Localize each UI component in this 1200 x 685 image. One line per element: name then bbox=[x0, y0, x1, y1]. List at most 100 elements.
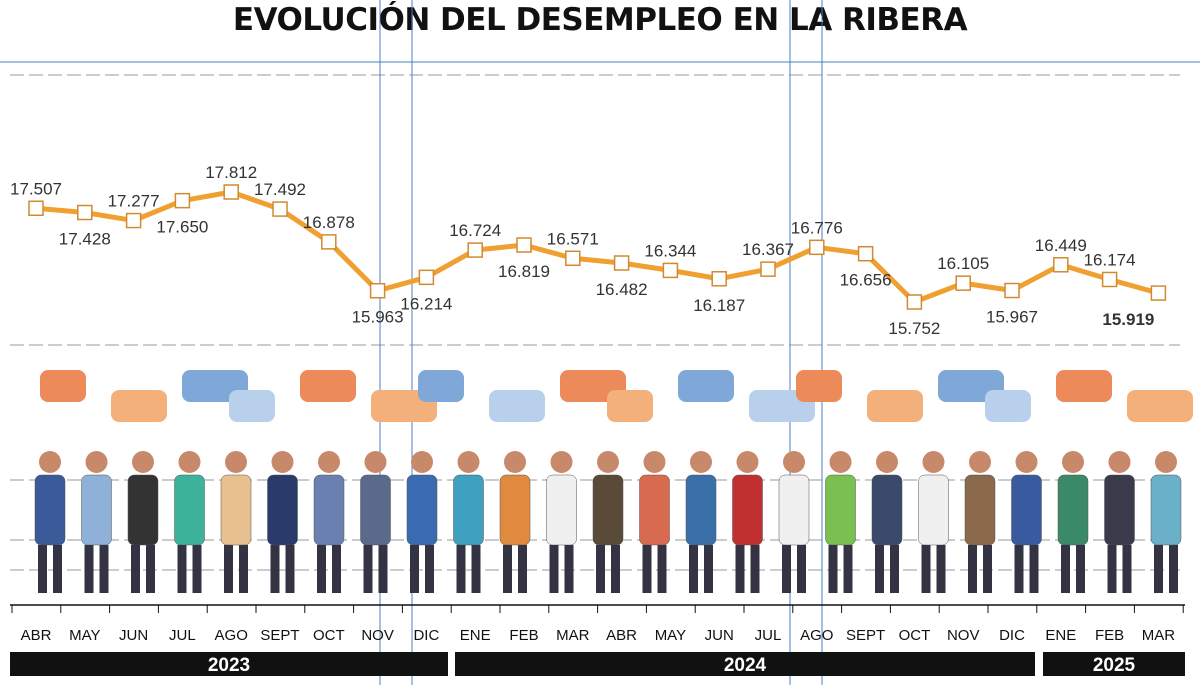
person-leg bbox=[549, 545, 559, 593]
data-point bbox=[1053, 257, 1069, 273]
person-head bbox=[550, 451, 573, 473]
person-head bbox=[318, 451, 340, 473]
person-icon bbox=[732, 451, 763, 593]
person-leg bbox=[378, 545, 388, 593]
person-body bbox=[220, 474, 252, 546]
data-label: 15.967 bbox=[986, 308, 1038, 327]
person-leg bbox=[1154, 545, 1163, 593]
person-leg bbox=[38, 545, 47, 593]
person-icon bbox=[81, 451, 112, 593]
person-leg bbox=[750, 545, 760, 593]
person-head bbox=[1108, 451, 1131, 473]
person-icon bbox=[406, 451, 438, 593]
person-leg bbox=[410, 545, 419, 593]
data-label: 17.277 bbox=[108, 192, 160, 211]
person-body bbox=[592, 474, 624, 546]
data-point bbox=[418, 269, 435, 286]
data-point bbox=[223, 184, 239, 200]
person-head bbox=[364, 451, 387, 473]
data-label: 16.724 bbox=[449, 221, 501, 240]
person-leg bbox=[84, 545, 94, 593]
data-point bbox=[760, 261, 776, 277]
month-label: SEPT bbox=[260, 627, 299, 644]
person-body bbox=[871, 474, 903, 546]
data-point bbox=[77, 204, 93, 221]
person-icon bbox=[546, 451, 577, 593]
data-label: 16.214 bbox=[400, 294, 452, 313]
data-point bbox=[613, 255, 630, 271]
person-body bbox=[127, 474, 159, 546]
data-label: 16.878 bbox=[303, 213, 355, 232]
data-label: 16.482 bbox=[596, 280, 648, 299]
person-leg bbox=[146, 545, 155, 593]
person-leg bbox=[936, 545, 946, 593]
chart-title: EVOLUCIÓN DEL DESEMPLEO EN LA RIBERA bbox=[232, 2, 968, 38]
person-leg bbox=[657, 545, 667, 593]
person-head bbox=[597, 451, 619, 473]
person-body bbox=[360, 474, 391, 546]
person-body bbox=[825, 474, 856, 546]
person-leg bbox=[456, 545, 466, 593]
data-label: 15.752 bbox=[888, 319, 940, 338]
month-label: NOV bbox=[361, 627, 394, 644]
data-point bbox=[125, 212, 142, 229]
data-label: 15.919 bbox=[1102, 310, 1154, 329]
data-point bbox=[1150, 285, 1167, 301]
person-leg bbox=[224, 545, 233, 593]
person-leg bbox=[1122, 545, 1132, 593]
person-icon bbox=[778, 451, 810, 593]
person-icon bbox=[174, 451, 205, 593]
person-icon bbox=[360, 451, 391, 593]
person-icon bbox=[871, 451, 903, 593]
data-label: 16.105 bbox=[937, 254, 989, 273]
person-head bbox=[783, 451, 805, 473]
person-leg bbox=[890, 545, 899, 593]
person-leg bbox=[1169, 545, 1178, 593]
person-leg bbox=[1014, 545, 1024, 593]
series-line bbox=[35, 189, 1160, 305]
person-body bbox=[267, 474, 298, 546]
person-icon bbox=[1057, 451, 1089, 593]
person-body bbox=[81, 474, 112, 546]
data-point bbox=[272, 201, 288, 217]
person-head bbox=[1155, 451, 1177, 473]
month-label: DIC bbox=[999, 627, 1025, 644]
person-leg bbox=[503, 545, 512, 593]
person-leg bbox=[968, 545, 977, 593]
data-label: 17.507 bbox=[10, 179, 62, 198]
person-leg bbox=[363, 545, 373, 593]
data-point bbox=[711, 271, 727, 287]
person-head bbox=[457, 451, 480, 473]
month-label: JUN bbox=[119, 627, 148, 644]
speech-bubble-icon bbox=[40, 370, 86, 402]
month-label: AGO bbox=[215, 627, 248, 644]
person-body bbox=[685, 474, 717, 546]
speech-bubble-icon bbox=[111, 390, 167, 422]
person-body bbox=[499, 474, 531, 546]
month-label: ABR bbox=[21, 627, 52, 644]
person-icon bbox=[918, 451, 949, 593]
data-label: 17.650 bbox=[156, 218, 208, 237]
data-label: 16.776 bbox=[791, 218, 843, 237]
data-point bbox=[321, 234, 337, 250]
person-icon bbox=[127, 451, 159, 593]
person-icon bbox=[267, 451, 298, 593]
person-leg bbox=[611, 545, 620, 593]
person-head bbox=[85, 451, 108, 473]
data-point bbox=[1101, 271, 1118, 288]
person-leg bbox=[53, 545, 62, 593]
person-leg bbox=[1061, 545, 1070, 593]
data-label: 16.187 bbox=[693, 296, 745, 315]
month-label: SEPT bbox=[846, 627, 885, 644]
speech-bubble-icon bbox=[985, 390, 1031, 422]
data-label: 16.174 bbox=[1084, 250, 1136, 269]
speech-bubble-icon bbox=[229, 390, 275, 422]
person-body bbox=[1011, 474, 1042, 546]
person-icon bbox=[1150, 451, 1182, 593]
person-icon bbox=[639, 451, 670, 593]
speech-bubble-icon bbox=[418, 370, 464, 402]
person-body bbox=[639, 474, 670, 546]
person-leg bbox=[828, 545, 838, 593]
person-leg bbox=[99, 545, 109, 593]
month-label: MAR bbox=[556, 627, 590, 644]
